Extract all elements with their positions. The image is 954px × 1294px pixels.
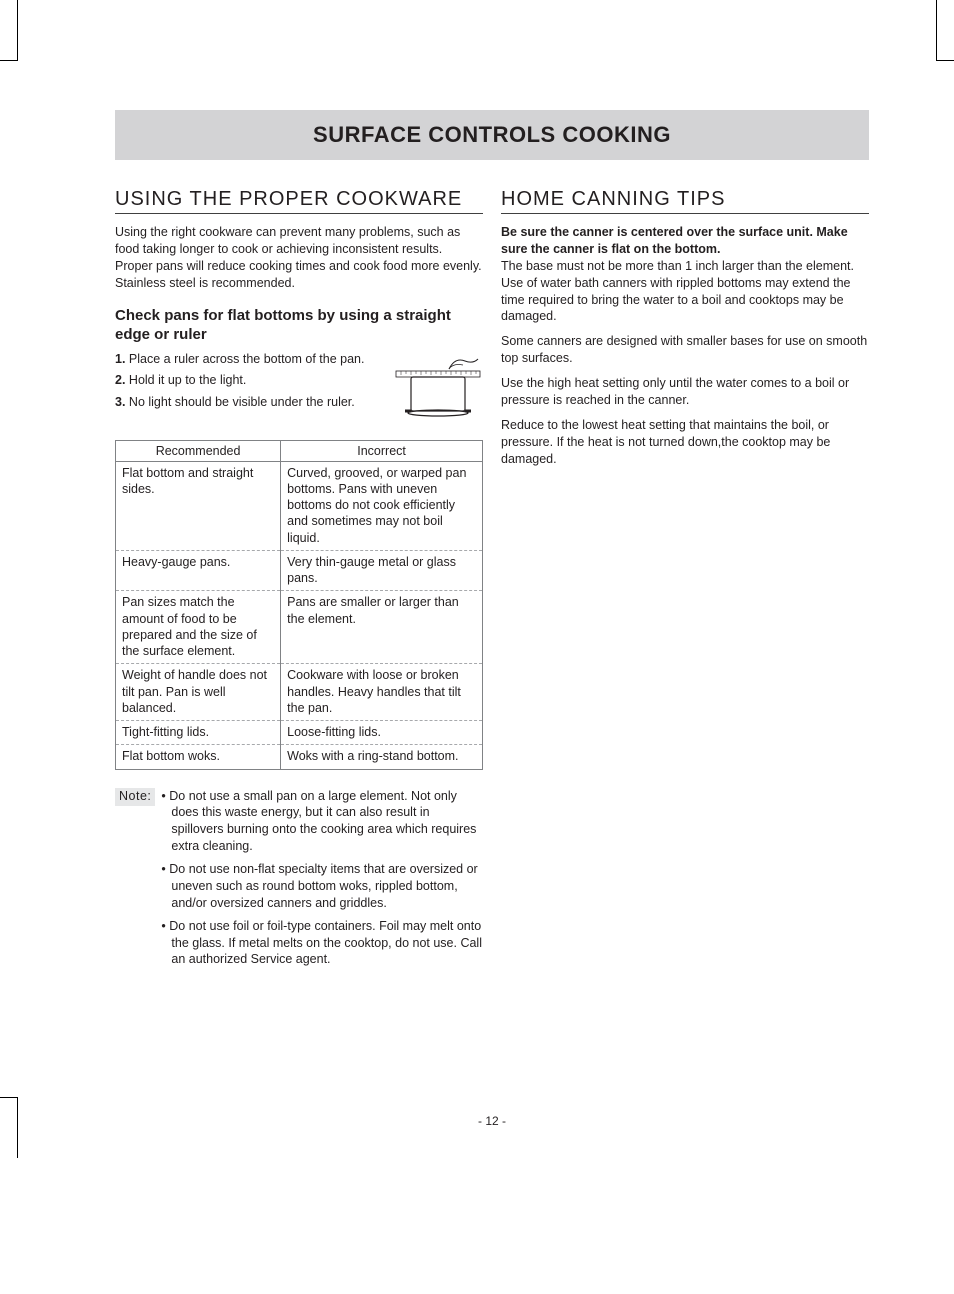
two-column-layout: USING THE PROPER COOKWARE Using the righ… [115,188,869,974]
canning-paragraph: Some canners are designed with smaller b… [501,333,869,367]
crop-mark [0,1098,18,1158]
check-pans-heading: Check pans for flat bottoms by using a s… [115,306,483,345]
steps-with-figure: 1. Place a ruler across the bottom of th… [115,351,483,426]
step-text: No light should be visible under the rul… [129,395,355,409]
table-header-incorrect: Incorrect [281,440,483,461]
canning-paragraph: Be sure the canner is centered over the … [501,224,869,325]
note-item: • Do not use foil or foil-type container… [161,918,483,969]
table-row: Weight of handle does not tilt pan. Pan … [116,664,483,721]
table-cell: Pans are smaller or larger than the elem… [281,591,483,664]
table-cell: Flat bottom and straight sides. [116,461,281,550]
page-number: - 12 - [115,1114,869,1128]
step-number: 2. [115,373,125,387]
table-cell: Heavy-gauge pans. [116,550,281,591]
table-header-recommended: Recommended [116,440,281,461]
section-heading-cookware: USING THE PROPER COOKWARE [115,188,483,214]
canning-paragraph: Reduce to the lowest heat setting that m… [501,417,869,468]
cookware-intro: Using the right cookware can prevent man… [115,224,483,292]
note-label: Note: [115,788,155,806]
crop-mark [936,60,954,61]
step-item: 3. No light should be visible under the … [115,394,383,412]
table-cell: Weight of handle does not tilt pan. Pan … [116,664,281,721]
table-row: Flat bottom and straight sides.Curved, g… [116,461,483,550]
left-column: USING THE PROPER COOKWARE Using the righ… [115,188,483,974]
pan-ruler-illustration [393,351,483,426]
right-column: HOME CANNING TIPS Be sure the canner is … [501,188,869,974]
note-item: • Do not use non-flat specialty items th… [161,861,483,912]
table-cell: Flat bottom woks. [116,745,281,769]
table-cell: Woks with a ring-stand bottom. [281,745,483,769]
table-cell: Tight-fitting lids. [116,721,281,745]
step-text: Place a ruler across the bottom of the p… [129,352,365,366]
check-pans-steps: 1. Place a ruler across the bottom of th… [115,351,383,426]
table-cell: Loose-fitting lids. [281,721,483,745]
table-row: Pan sizes match the amount of food to be… [116,591,483,664]
note-list: • Do not use a small pan on a large elem… [161,788,483,975]
canning-paragraph: Use the high heat setting only until the… [501,375,869,409]
step-item: 2. Hold it up to the light. [115,372,383,390]
step-text: Hold it up to the light. [129,373,246,387]
table-cell: Pan sizes match the amount of food to be… [116,591,281,664]
table-cell: Cookware with loose or broken handles. H… [281,664,483,721]
crop-mark [936,0,954,60]
step-number: 3. [115,395,125,409]
cookware-table: Recommended Incorrect Flat bottom and st… [115,440,483,770]
crop-mark [0,0,18,60]
canning-bold-intro: Be sure the canner is centered over the … [501,225,848,256]
canning-text: The base must not be more than 1 inch la… [501,259,854,324]
page-title-bar: SURFACE CONTROLS COOKING [115,110,869,160]
manual-page: SURFACE CONTROLS COOKING USING THE PROPE… [0,0,954,1158]
table-cell: Curved, grooved, or warped pan bottoms. … [281,461,483,550]
note-item: • Do not use a small pan on a large elem… [161,788,483,856]
section-heading-canning: HOME CANNING TIPS [501,188,869,214]
table-row: Heavy-gauge pans.Very thin-gauge metal o… [116,550,483,591]
crop-mark [0,1097,18,1098]
step-number: 1. [115,352,125,366]
step-item: 1. Place a ruler across the bottom of th… [115,351,383,369]
table-row: Flat bottom woks.Woks with a ring-stand … [116,745,483,769]
crop-mark [0,60,18,61]
page-title: SURFACE CONTROLS COOKING [115,122,869,148]
note-block: Note: • Do not use a small pan on a larg… [115,788,483,975]
table-cell: Very thin-gauge metal or glass pans. [281,550,483,591]
table-row: Tight-fitting lids.Loose-fitting lids. [116,721,483,745]
